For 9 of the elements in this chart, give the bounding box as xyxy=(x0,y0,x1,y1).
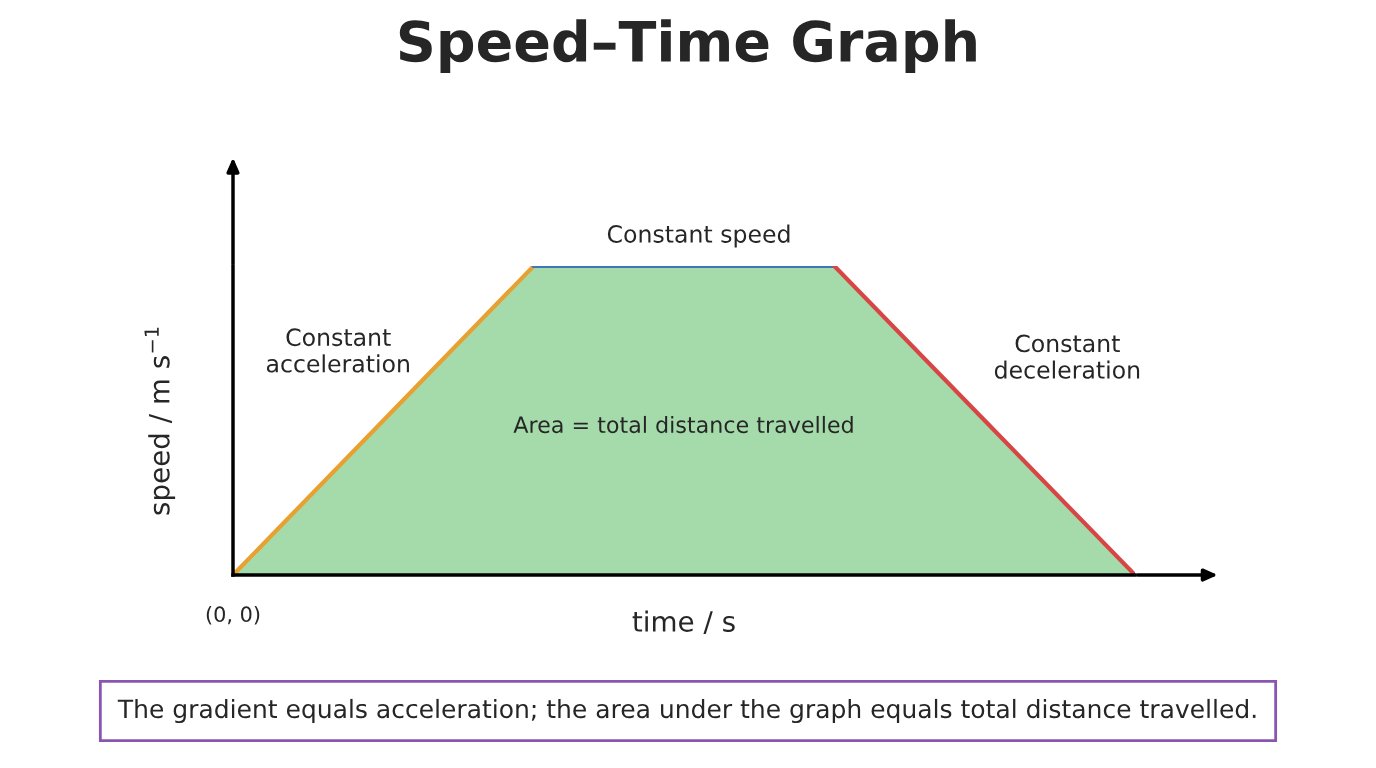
y-axis-title: speed / m s$^{−1}$ xyxy=(144,327,176,515)
text: (0, 0) xyxy=(206,605,260,625)
chart-title: Speed–Time Graph xyxy=(399,19,976,73)
text: Constant speed xyxy=(607,224,790,248)
annotation: Constant acceleration xyxy=(266,328,409,373)
annotation: Constant deceleration xyxy=(994,334,1140,379)
text: The gradient equals acceleration; the area under the graph equals total distance travelled. xyxy=(117,698,1256,724)
annotation: Area = total distance travelled xyxy=(513,415,853,434)
x-axis-title: time / s xyxy=(632,610,735,635)
